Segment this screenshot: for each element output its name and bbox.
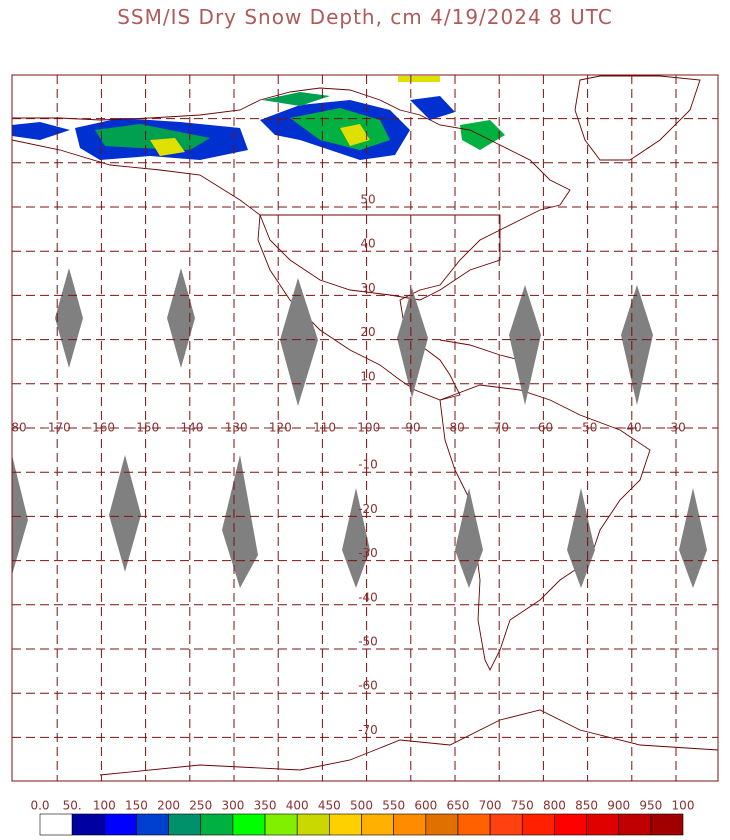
colorbar-label: 350 xyxy=(254,799,277,813)
map-title: SSM/IS Dry Snow Depth, cm 4/19/2024 8 UT… xyxy=(117,5,613,29)
colorbar-label: 50. xyxy=(63,799,82,813)
longitude-label: -110 xyxy=(309,421,336,435)
missing-data-swaths xyxy=(12,268,707,588)
longitude-label: -120 xyxy=(265,421,292,435)
colorbar-swatch xyxy=(264,813,298,836)
latitude-label: -10 xyxy=(358,458,378,472)
latitude-label: -30 xyxy=(358,546,378,560)
longitude-label: -40 xyxy=(622,421,642,435)
colorbar-swatch xyxy=(104,813,137,836)
colorbar-label: 150 xyxy=(125,799,148,813)
colorbar-label: 850 xyxy=(575,799,598,813)
colorbar-label: 400 xyxy=(286,799,309,813)
longitude-label: -150 xyxy=(132,421,159,435)
colorbar-swatch xyxy=(457,813,491,836)
colorbar-label: 500 xyxy=(350,799,373,813)
latitude-label: 40 xyxy=(360,237,375,251)
colorbar-label: 300 xyxy=(221,799,244,813)
colorbar-label: 250 xyxy=(189,799,212,813)
colorbar-swatch xyxy=(586,813,619,836)
colorbar-swatch xyxy=(521,813,555,836)
colorbar-label: 100 xyxy=(93,799,116,813)
latitude-label: -50 xyxy=(358,635,378,649)
graticule xyxy=(12,75,718,781)
longitude-label: -70 xyxy=(489,421,509,435)
colorbar-swatch xyxy=(296,813,330,836)
latitude-label: -70 xyxy=(358,723,378,737)
colorbar-label: 550 xyxy=(382,799,405,813)
colorbar-label: 100 xyxy=(672,799,695,813)
colorbar-label: 700 xyxy=(479,799,502,813)
colorbar-swatch xyxy=(200,813,234,836)
colorbar-swatch xyxy=(425,813,459,836)
latitude-label: 10 xyxy=(360,369,375,383)
colorbar-label: 750 xyxy=(511,799,534,813)
longitude-label: -170 xyxy=(44,421,71,435)
colorbar-swatch xyxy=(650,813,684,836)
colorbar-label: 950 xyxy=(639,799,662,813)
longitude-label: -50 xyxy=(578,421,598,435)
snow-cover xyxy=(12,76,505,160)
colorbar-swatch xyxy=(136,813,169,836)
colorbar-label: 0.0 xyxy=(30,799,49,813)
colorbar-swatch xyxy=(618,813,652,836)
colorbar-swatch xyxy=(39,813,73,836)
latitude-label: -60 xyxy=(358,679,378,693)
map-area: -180 -170 -160 -150 -140 -130 -120 -110 -100 -90 -… xyxy=(0,75,718,781)
latitude-label: 30 xyxy=(360,281,375,295)
graticule-labels: -180 -170 -160 -150 -140 -130 -120 -110 -100 -90 -… xyxy=(0,193,686,737)
colorbar-swatch xyxy=(554,813,587,836)
colorbar-label: 200 xyxy=(157,799,180,813)
colorbar-label: 450 xyxy=(318,799,341,813)
latitude-label: -40 xyxy=(358,590,378,604)
colorbar-swatch xyxy=(232,813,266,836)
colorbar-label: 650 xyxy=(446,799,469,813)
colorbar-swatch xyxy=(489,813,523,836)
map-frame xyxy=(11,74,719,782)
longitude-label: -160 xyxy=(88,421,115,435)
longitude-label: -140 xyxy=(176,421,203,435)
longitude-label: -30 xyxy=(666,421,686,435)
colorbar-swatch xyxy=(168,813,202,836)
longitude-label: -90 xyxy=(401,421,421,435)
colorbar-swatch xyxy=(361,813,394,836)
latitude-label: -20 xyxy=(358,502,378,516)
longitude-label: -80 xyxy=(445,421,465,435)
latitude-label: 20 xyxy=(360,325,375,339)
colorbar-label: 800 xyxy=(543,799,566,813)
longitude-label: -60 xyxy=(534,421,554,435)
latitude-label: 50 xyxy=(360,193,375,207)
colorbar-label: 900 xyxy=(607,799,630,813)
colorbar: 0.0 50. 100 150 200 250 300 350 400 450 500 550 600 6… xyxy=(30,799,694,836)
longitude-label: -180 xyxy=(0,421,27,435)
colorbar-swatch xyxy=(393,813,427,836)
longitude-label: -100 xyxy=(353,421,380,435)
colorbar-swatch xyxy=(71,813,105,836)
colorbar-swatch xyxy=(329,813,362,836)
longitude-label: -130 xyxy=(220,421,247,435)
colorbar-label: 600 xyxy=(414,799,437,813)
